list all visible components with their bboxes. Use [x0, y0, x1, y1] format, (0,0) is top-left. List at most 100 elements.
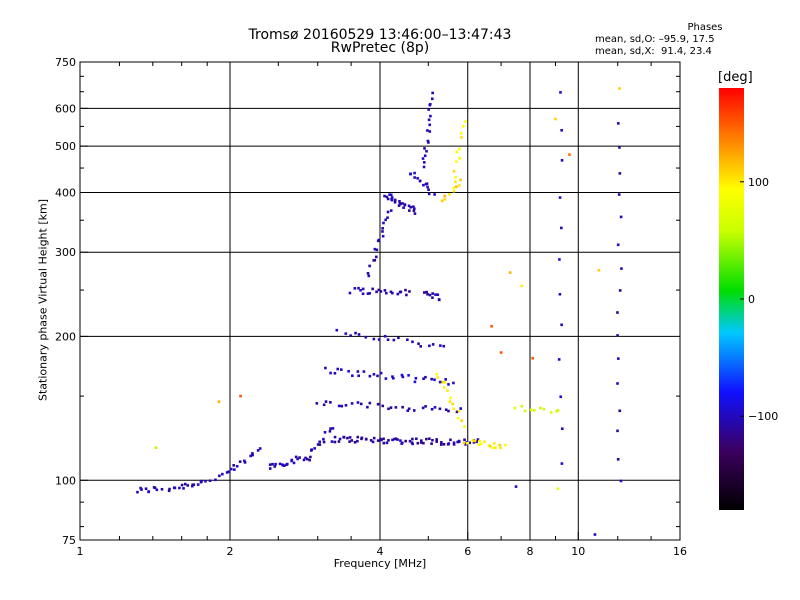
- echo-point: [508, 271, 512, 274]
- echo-point: [452, 443, 456, 446]
- echo-point: [426, 129, 429, 132]
- echo-point: [268, 467, 272, 470]
- grid-lines: [80, 62, 680, 540]
- echo-point: [427, 108, 430, 111]
- echo-point: [251, 453, 254, 457]
- echo-point: [362, 370, 366, 373]
- echo-point: [249, 454, 252, 458]
- echo-point: [322, 440, 326, 444]
- echo-point: [356, 439, 359, 443]
- echo-point: [394, 406, 398, 409]
- x-tick-label: 8: [527, 545, 534, 558]
- x-tick-label: 2: [227, 545, 234, 558]
- echo-point: [296, 457, 299, 461]
- echo-point: [456, 416, 460, 420]
- echo-point: [192, 483, 196, 486]
- echo-point: [388, 193, 391, 196]
- echo-point: [427, 188, 430, 191]
- echo-point: [386, 197, 390, 201]
- echo-point: [455, 150, 459, 154]
- echo-point: [390, 196, 394, 199]
- echo-point: [315, 402, 319, 405]
- echo-point: [444, 408, 448, 412]
- echo-point: [461, 125, 465, 128]
- echo-point: [369, 439, 373, 442]
- echo-point: [442, 386, 446, 389]
- echo-point: [408, 209, 411, 212]
- echo-point: [568, 153, 571, 156]
- echo-point: [556, 487, 560, 491]
- echo-point: [412, 207, 416, 210]
- echo-point: [460, 136, 463, 139]
- echo-point: [368, 374, 372, 378]
- axis-ticks: 1 2 4 6 8 10 16 75 100 200 300 400 500 600 750: [55, 56, 687, 558]
- echo-point: [385, 195, 389, 199]
- echo-point: [532, 408, 536, 412]
- echo-point: [330, 440, 334, 443]
- x-tick-label: 10: [571, 545, 585, 558]
- echo-point: [309, 455, 312, 459]
- echo-point: [328, 430, 332, 433]
- echo-point: [490, 324, 493, 328]
- echo-point: [235, 464, 239, 468]
- echo-point: [421, 406, 425, 410]
- echo-point: [408, 290, 411, 293]
- echo-point: [454, 180, 457, 184]
- echo-point: [436, 376, 439, 379]
- echo-point: [428, 437, 431, 441]
- echo-point: [479, 442, 483, 446]
- echo-point: [243, 461, 247, 464]
- echo-point: [430, 377, 433, 381]
- echo-point: [354, 331, 357, 335]
- echo-point: [409, 172, 412, 176]
- echo-point: [386, 338, 390, 342]
- echo-point: [329, 401, 332, 404]
- echo-point: [458, 157, 462, 160]
- echo-point: [597, 268, 601, 272]
- phase-stats-title: Phases: [687, 22, 723, 33]
- echo-point: [376, 402, 380, 406]
- echo-point: [178, 486, 181, 490]
- echo-point: [406, 409, 410, 412]
- echo-point: [616, 429, 619, 433]
- echo-point: [422, 183, 425, 187]
- echo-point: [442, 344, 446, 348]
- echo-point: [243, 459, 246, 463]
- echo-point: [400, 373, 404, 377]
- echo-point: [428, 293, 432, 297]
- echo-point: [558, 292, 562, 296]
- echo-point: [398, 200, 401, 203]
- echo-point: [620, 267, 623, 270]
- echo-point: [405, 293, 408, 297]
- echo-point: [452, 186, 456, 190]
- echo-point: [438, 407, 442, 411]
- echo-point: [274, 462, 277, 466]
- echo-point: [359, 288, 362, 292]
- echo-point: [455, 160, 458, 163]
- echo-point: [491, 446, 495, 450]
- x-tick-label: 16: [673, 545, 687, 558]
- echo-point: [380, 438, 383, 442]
- echo-point: [413, 380, 417, 384]
- echo-point: [464, 443, 467, 446]
- echo-point: [452, 170, 456, 173]
- echo-point: [411, 442, 414, 446]
- echo-point: [431, 343, 435, 346]
- echo-point: [440, 199, 444, 203]
- echo-point: [431, 296, 434, 299]
- echo-point: [350, 439, 354, 442]
- echo-point: [393, 437, 396, 441]
- echo-point: [344, 332, 348, 335]
- echo-point: [397, 336, 400, 340]
- echo-point: [433, 378, 436, 382]
- echo-point: [451, 402, 455, 406]
- echo-point: [372, 373, 376, 376]
- echo-point: [392, 376, 395, 380]
- echo-point: [396, 292, 400, 296]
- echo-point: [425, 437, 428, 441]
- echo-point: [423, 147, 426, 150]
- echo-point: [204, 479, 207, 483]
- echo-point: [154, 446, 158, 449]
- echo-point: [387, 407, 390, 411]
